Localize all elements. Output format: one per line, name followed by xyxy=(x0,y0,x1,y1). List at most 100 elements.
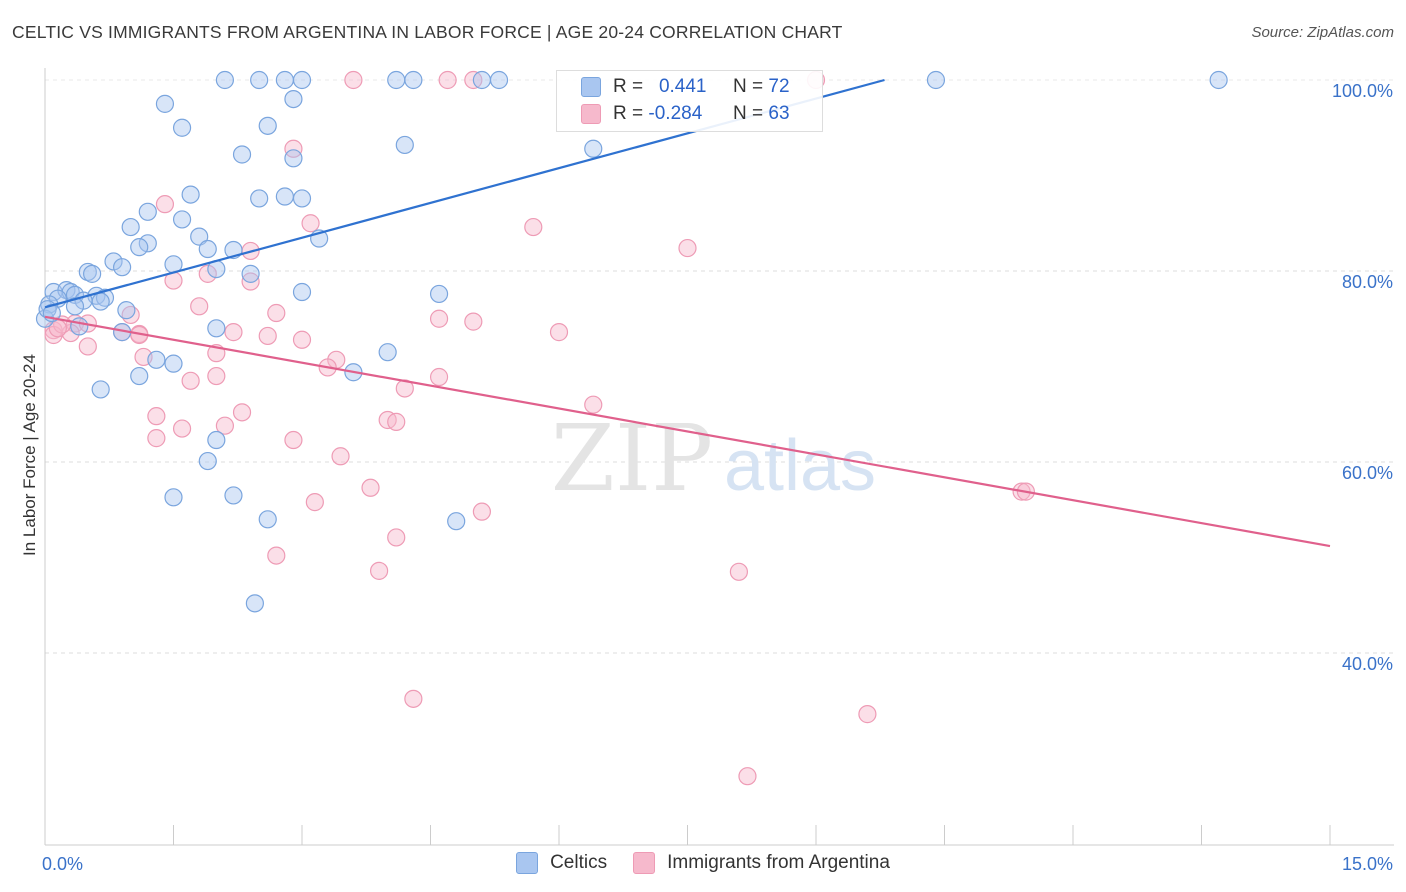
data-point xyxy=(130,366,149,386)
data-point xyxy=(172,210,192,229)
data-point xyxy=(678,238,697,258)
data-point xyxy=(1209,70,1228,90)
data-point xyxy=(926,70,946,90)
data-point xyxy=(275,70,294,90)
y-tick-label: 100.0% xyxy=(1332,81,1393,101)
data-point xyxy=(258,326,277,346)
data-point xyxy=(292,70,312,90)
data-point xyxy=(284,430,303,450)
data-point xyxy=(464,312,483,331)
data-point xyxy=(395,135,414,155)
series-legend-label: Celtics xyxy=(550,852,608,873)
data-point xyxy=(584,395,603,414)
data-point xyxy=(472,502,491,521)
data-point xyxy=(301,214,320,233)
data-point xyxy=(155,195,175,214)
data-point xyxy=(331,447,350,466)
y-tick-label: 60.0% xyxy=(1342,463,1393,483)
data-point xyxy=(292,282,312,302)
data-point xyxy=(138,202,157,221)
legend-n-label: N = xyxy=(733,76,764,97)
legend-row-argentina: R = -0.284 N = 63 xyxy=(581,101,790,127)
data-point xyxy=(284,149,303,168)
data-point xyxy=(224,486,243,505)
data-point xyxy=(404,70,423,90)
data-point xyxy=(147,407,166,426)
data-point xyxy=(292,330,312,349)
legend-r-value-celtic: 0.441 xyxy=(658,76,707,97)
argentina-trend-line xyxy=(44,315,1331,548)
watermark-atlas: atlas xyxy=(724,426,876,506)
data-point xyxy=(241,264,260,283)
data-point xyxy=(155,94,175,113)
data-point xyxy=(190,297,209,316)
data-point xyxy=(164,354,183,373)
data-point xyxy=(78,337,97,356)
data-point xyxy=(241,272,260,291)
data-point xyxy=(250,70,269,90)
data-point xyxy=(305,493,324,512)
celtic-points xyxy=(35,70,1228,613)
data-point xyxy=(387,528,406,547)
series-legend-celtics: Celtics xyxy=(516,852,607,874)
data-point xyxy=(215,416,234,435)
data-point xyxy=(549,323,569,342)
data-point xyxy=(429,367,449,387)
data-point xyxy=(172,419,192,438)
watermark-zip: ZIP xyxy=(551,405,713,512)
correlation-legend: R = 0.441 N = 72 R = -0.284 N = 63 xyxy=(556,70,823,132)
data-point xyxy=(138,234,157,253)
data-point xyxy=(117,301,136,320)
data-point xyxy=(344,70,363,90)
data-point xyxy=(472,70,491,90)
data-point xyxy=(181,185,200,204)
data-point xyxy=(224,323,243,342)
data-point xyxy=(198,264,217,283)
data-point xyxy=(378,343,397,362)
legend-r-label: R = xyxy=(613,76,644,97)
data-point xyxy=(267,546,286,565)
data-point xyxy=(524,217,543,237)
data-point xyxy=(447,512,466,531)
data-point xyxy=(429,284,449,304)
data-point xyxy=(584,139,603,158)
data-point xyxy=(275,187,294,206)
data-point xyxy=(172,118,192,137)
data-point xyxy=(858,705,877,724)
x-tick-label: 0.0% xyxy=(42,854,83,874)
data-point xyxy=(147,429,166,448)
tick-labels: 40.0% 60.0% 80.0% 100.0% 0.0% 15.0% xyxy=(42,81,1393,874)
gridlines xyxy=(45,79,1394,654)
data-point xyxy=(387,412,406,431)
data-point xyxy=(190,227,209,246)
data-point xyxy=(198,239,217,259)
data-point xyxy=(83,264,102,283)
y-tick-label: 40.0% xyxy=(1342,654,1393,674)
data-point xyxy=(258,510,277,529)
series-swatch-argentina xyxy=(633,852,656,874)
legend-n-label: N = xyxy=(733,103,764,124)
data-point xyxy=(164,488,183,507)
series-legend-argentina: Immigrants from Argentina xyxy=(633,852,890,874)
series-legend: Celtics Immigrants from Argentina xyxy=(0,852,1406,874)
data-point xyxy=(284,89,303,109)
legend-n-value-argentina: 63 xyxy=(768,103,790,124)
data-point xyxy=(267,303,286,323)
data-point xyxy=(121,217,140,237)
data-point xyxy=(181,371,200,390)
legend-swatch-argentina xyxy=(581,104,601,124)
argentina-points xyxy=(44,70,1035,786)
data-point xyxy=(232,403,252,422)
data-point xyxy=(207,366,226,386)
data-point xyxy=(207,319,226,338)
data-point xyxy=(250,189,269,208)
data-point xyxy=(292,189,312,208)
data-point xyxy=(130,238,149,257)
data-point xyxy=(729,562,749,581)
y-tick-label: 80.0% xyxy=(1342,272,1393,292)
legend-swatch-celtic xyxy=(581,77,601,97)
data-point xyxy=(70,317,89,336)
legend-r-label: R = xyxy=(613,103,644,124)
data-point xyxy=(489,70,509,90)
x-tick-label: 15.0% xyxy=(1342,854,1393,874)
